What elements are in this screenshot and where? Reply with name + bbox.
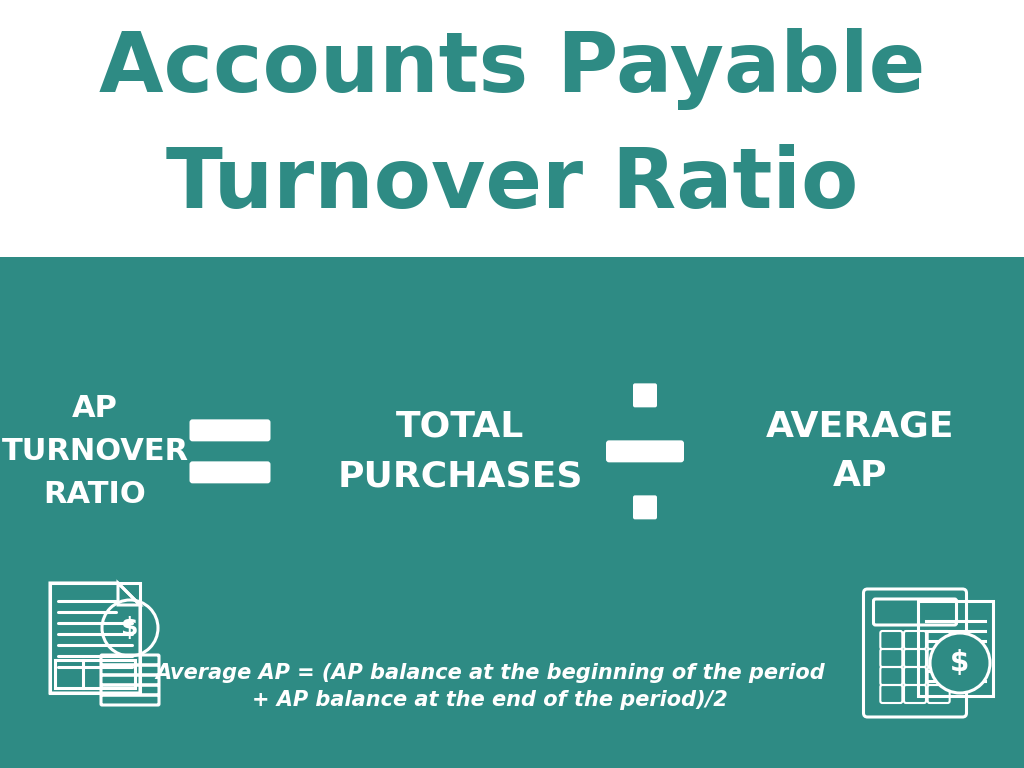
Text: Accounts Payable: Accounts Payable xyxy=(99,28,925,110)
Text: Average AP = (AP balance at the beginning of the period: Average AP = (AP balance at the beginnin… xyxy=(155,663,825,683)
Bar xyxy=(0,0,1024,257)
Text: Turnover Ratio: Turnover Ratio xyxy=(166,144,858,225)
Text: + AP balance at the end of the period)/2: + AP balance at the end of the period)/2 xyxy=(252,690,728,710)
FancyBboxPatch shape xyxy=(633,383,657,407)
Text: $: $ xyxy=(121,616,138,640)
Text: AP
TURNOVER
RATIO: AP TURNOVER RATIO xyxy=(1,394,188,508)
FancyBboxPatch shape xyxy=(606,440,684,462)
FancyBboxPatch shape xyxy=(189,419,270,442)
Bar xyxy=(0,257,1024,768)
Bar xyxy=(55,660,135,688)
Circle shape xyxy=(930,633,990,693)
Text: TOTAL
PURCHASES: TOTAL PURCHASES xyxy=(337,409,583,494)
FancyBboxPatch shape xyxy=(189,462,270,483)
FancyBboxPatch shape xyxy=(633,495,657,519)
Text: $: $ xyxy=(950,649,970,677)
Text: AVERAGE
AP: AVERAGE AP xyxy=(766,409,954,494)
